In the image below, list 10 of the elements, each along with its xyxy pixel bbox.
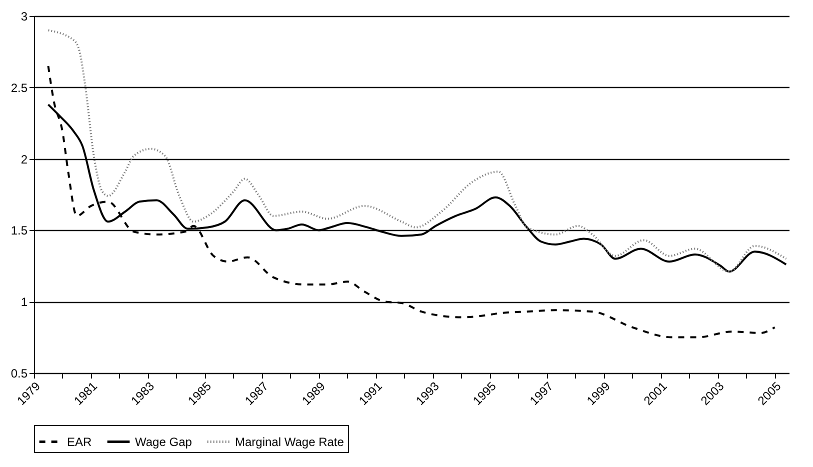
legend-label: EAR bbox=[67, 434, 92, 449]
line-series bbox=[47, 29, 788, 273]
legend-label: Marginal Wage Rate bbox=[235, 434, 344, 449]
y-tick-label: 2 bbox=[20, 152, 28, 166]
y-tick-label: 1 bbox=[20, 295, 28, 310]
y-tick-label: 3 bbox=[20, 10, 28, 24]
legend-label: Wage Gap bbox=[135, 434, 192, 449]
y-tick-label: 0.5 bbox=[10, 366, 28, 380]
y-tick-label: 2.5 bbox=[10, 80, 28, 95]
y-tick-label: 1.5 bbox=[10, 224, 28, 238]
